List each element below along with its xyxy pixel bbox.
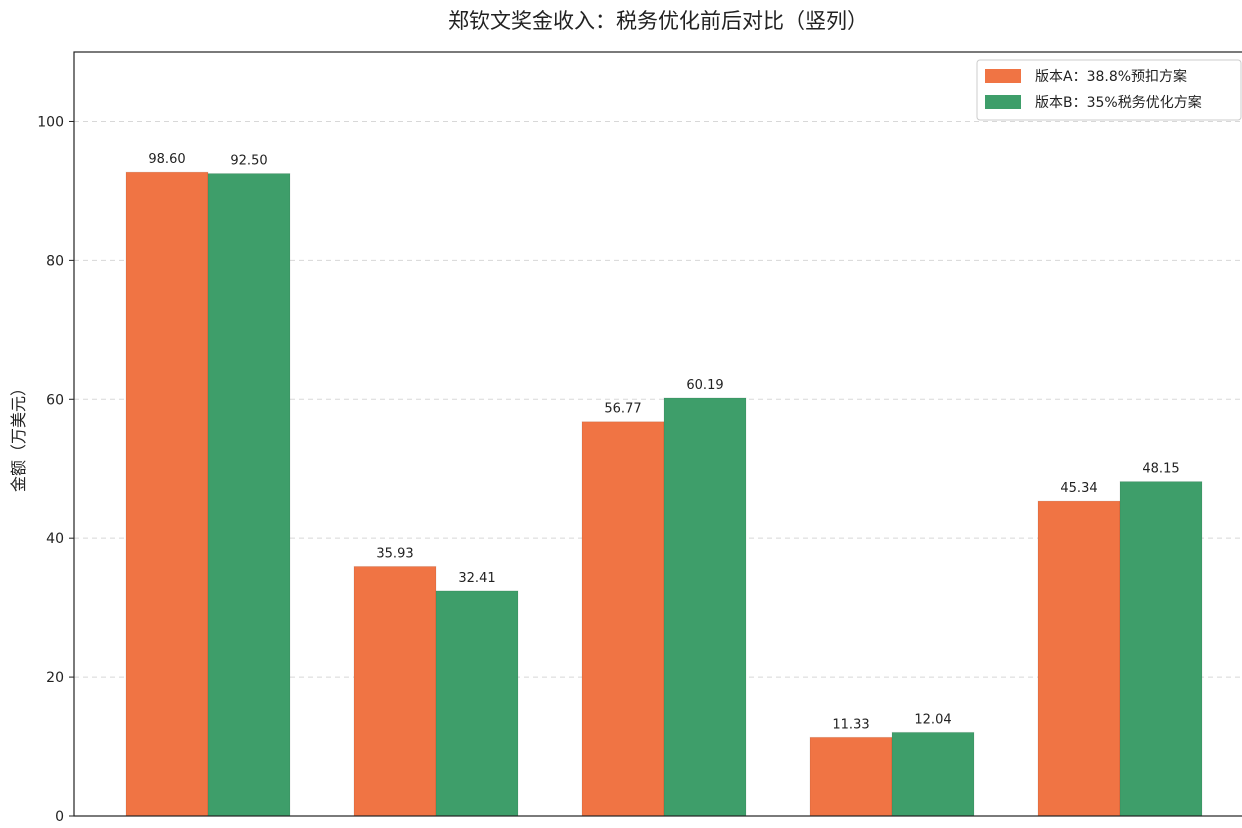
y-axis-ticks: 0 20 40 60 80 100 — [37, 114, 74, 825]
y-tick-label: 60 — [46, 392, 64, 408]
bar-value-label: 92.50 — [230, 154, 267, 169]
legend-box — [976, 59, 1242, 121]
bar-value-label: 12.04 — [914, 712, 951, 727]
bar-series-2 — [207, 173, 291, 817]
bar-value-label: 45.34 — [1060, 481, 1097, 496]
bar-series-1 — [125, 171, 209, 817]
plot-frame — [73, 51, 1242, 817]
chart-title: 郑钦文奖金收入：税务优化前后对比（竖列） — [448, 9, 868, 33]
y-tick-label: 0 — [55, 809, 64, 825]
bar-series-1 — [1037, 500, 1121, 817]
legend-swatch — [985, 69, 1021, 83]
bar-value-label: 56.77 — [604, 402, 641, 417]
bar-value-label: 11.33 — [832, 717, 869, 732]
y-tick-label: 20 — [46, 670, 64, 686]
bar-series-2 — [663, 397, 747, 817]
y-tick-label: 40 — [46, 531, 64, 547]
data-labels: 98.60 92.50 35.93 32.41 56.77 60.19 11.33 12.04… — [148, 152, 1179, 732]
y-axis-label: 金额（万美元） — [9, 380, 28, 492]
bar-series-2 — [435, 590, 519, 817]
y-tick-label: 100 — [37, 114, 64, 130]
bar-value-label: 60.19 — [686, 378, 723, 393]
bar-series-2 — [1119, 481, 1203, 817]
bar-series-2 — [891, 731, 975, 817]
y-tick-label: 80 — [46, 253, 64, 269]
legend-label: 版本B：35%税务优化方案 — [1035, 94, 1202, 111]
bar-series-1 — [581, 421, 665, 817]
bar-value-label: 35.93 — [376, 546, 413, 561]
bar-value-label: 98.60 — [148, 152, 185, 167]
bars — [125, 171, 1203, 817]
bar-series-1 — [353, 565, 437, 817]
bar-value-label: 48.15 — [1142, 462, 1179, 477]
bar-value-label: 32.41 — [458, 571, 495, 586]
legend-label: 版本A：38.8%预扣方案 — [1035, 68, 1187, 85]
bar-series-1 — [809, 736, 893, 817]
legend-swatch — [985, 95, 1021, 109]
